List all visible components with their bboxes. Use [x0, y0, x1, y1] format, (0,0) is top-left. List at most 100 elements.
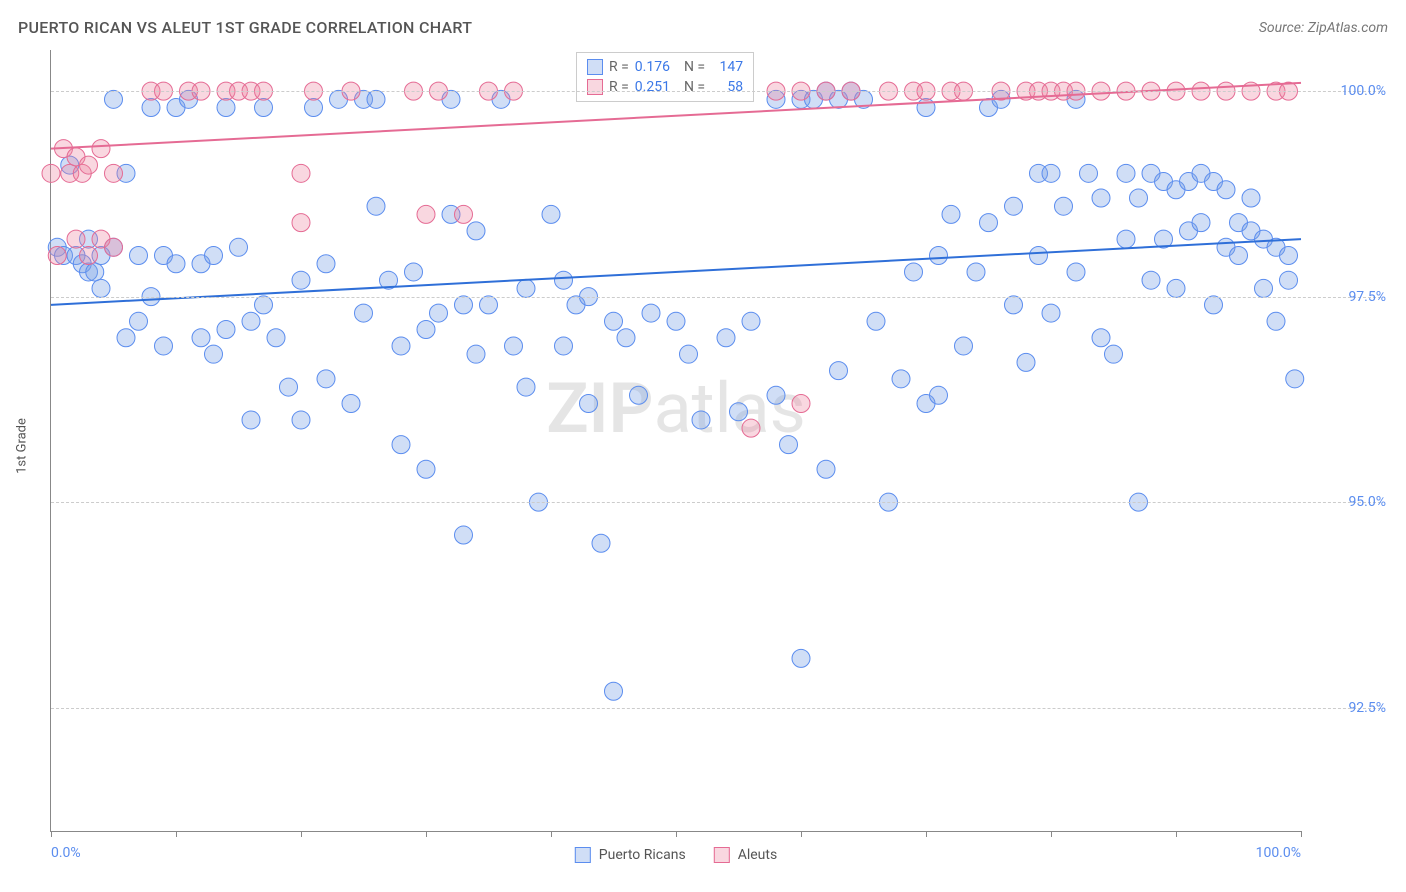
scatter-point [230, 238, 248, 256]
scatter-point [1030, 247, 1048, 265]
scatter-point [505, 337, 523, 355]
scatter-point [580, 395, 598, 413]
x-tick [676, 831, 677, 837]
scatter-point [767, 386, 785, 404]
scatter-point [1067, 263, 1085, 281]
scatter-point [1192, 214, 1210, 232]
scatter-point [867, 312, 885, 330]
legend-correlation: R =0.176N =147R =0.251N =58 [576, 52, 754, 102]
scatter-point [467, 345, 485, 363]
legend-swatch [587, 79, 603, 95]
x-tick [801, 831, 802, 837]
scatter-point [455, 205, 473, 223]
scatter-point [305, 99, 323, 117]
scatter-point [792, 395, 810, 413]
scatter-point [1280, 271, 1298, 289]
scatter-point [680, 345, 698, 363]
legend-item: Aleuts [714, 847, 777, 863]
x-tick [51, 831, 52, 837]
scatter-point [317, 255, 335, 273]
scatter-point [42, 164, 60, 182]
n-label: N = [684, 79, 705, 95]
x-tick [1051, 831, 1052, 837]
legend-row: R =0.251N =58 [587, 77, 743, 97]
x-tick-label-left: 0.0% [51, 845, 81, 861]
scatter-point [292, 271, 310, 289]
scatter-point [342, 395, 360, 413]
scatter-point [517, 279, 535, 297]
scatter-point [367, 197, 385, 215]
scatter-point [142, 99, 160, 117]
scatter-point [1005, 296, 1023, 314]
source-label: Source: ZipAtlas.com [1259, 20, 1388, 36]
scatter-point [67, 230, 85, 248]
scatter-point [605, 682, 623, 700]
scatter-point [1217, 181, 1235, 199]
scatter-point [80, 156, 98, 174]
scatter-point [317, 370, 335, 388]
scatter-point [355, 304, 373, 322]
legend-swatch [587, 59, 603, 75]
n-value: 147 [711, 59, 743, 75]
scatter-point [730, 403, 748, 421]
scatter-point [392, 337, 410, 355]
scatter-point [1230, 247, 1248, 265]
y-tick-label: 92.5% [1348, 700, 1386, 716]
scatter-point [517, 378, 535, 396]
scatter-point [742, 312, 760, 330]
scatter-point [392, 436, 410, 454]
scatter-point [205, 247, 223, 265]
scatter-point [1117, 164, 1135, 182]
scatter-point [717, 329, 735, 347]
scatter-point [1092, 189, 1110, 207]
scatter-point [1117, 230, 1135, 248]
legend-row: R =0.176N =147 [587, 57, 743, 77]
scatter-point [980, 214, 998, 232]
scatter-point [117, 329, 135, 347]
scatter-point [267, 329, 285, 347]
gridline [51, 502, 1381, 503]
x-tick [551, 831, 552, 837]
scatter-point [542, 205, 560, 223]
x-tick-label-right: 100.0% [1256, 845, 1301, 861]
y-tick-label: 95.0% [1348, 494, 1386, 510]
gridline [51, 297, 1381, 298]
x-tick [1301, 831, 1302, 837]
scatter-point [48, 247, 66, 265]
x-tick [426, 831, 427, 837]
legend-item: Puerto Ricans [575, 847, 686, 863]
scatter-point [667, 312, 685, 330]
scatter-point [105, 90, 123, 108]
r-label: R = [609, 59, 629, 75]
scatter-point [1130, 189, 1148, 207]
scatter-point [130, 312, 148, 330]
scatter-point [242, 411, 260, 429]
scatter-point [405, 263, 423, 281]
scatter-point [205, 345, 223, 363]
x-tick [1176, 831, 1177, 837]
r-value: 0.251 [635, 79, 670, 95]
y-tick-label: 100.0% [1341, 83, 1386, 99]
scatter-point [1280, 247, 1298, 265]
scatter-point [480, 296, 498, 314]
scatter-point [80, 247, 98, 265]
scatter-point [242, 312, 260, 330]
legend-series: Puerto Ricans Aleuts [575, 847, 777, 863]
r-value: 0.176 [635, 59, 670, 75]
scatter-point [417, 321, 435, 339]
scatter-point [1167, 279, 1185, 297]
scatter-point [417, 205, 435, 223]
scatter-point [105, 238, 123, 256]
scatter-point [1055, 197, 1073, 215]
scatter-point [92, 140, 110, 158]
scatter-point [1042, 164, 1060, 182]
scatter-point [167, 255, 185, 273]
scatter-point [292, 214, 310, 232]
scatter-point [967, 263, 985, 281]
scatter-point [555, 271, 573, 289]
x-tick [926, 831, 927, 837]
scatter-point [192, 329, 210, 347]
scatter-point [1042, 304, 1060, 322]
scatter-point [1092, 329, 1110, 347]
scatter-point [1105, 345, 1123, 363]
